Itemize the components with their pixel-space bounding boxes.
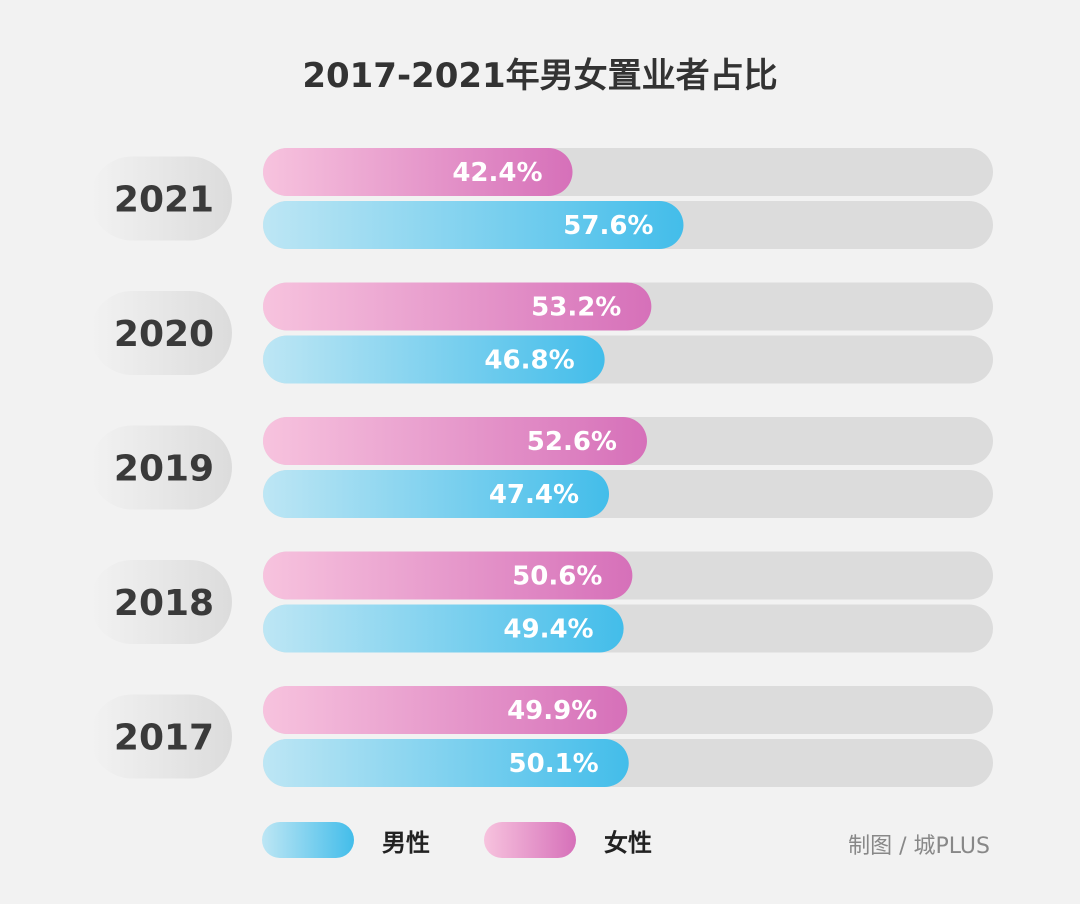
year-pill	[90, 560, 232, 644]
legend-male-label: 男性	[382, 828, 430, 857]
female-bar	[263, 148, 573, 196]
year-label: 2018	[114, 583, 214, 624]
year-label: 2017	[114, 718, 214, 759]
year-label: 2019	[114, 449, 214, 490]
female-bar	[263, 282, 652, 331]
male-value-label: 46.8%	[484, 346, 574, 376]
male-bar	[263, 335, 605, 384]
chart-title: 2017-2021年男女置业者占比	[302, 56, 778, 96]
year-pill	[90, 425, 232, 510]
female-value-label: 50.6%	[512, 562, 602, 592]
female-bar	[263, 417, 647, 465]
female-bar	[263, 686, 628, 734]
male-value-label: 49.4%	[503, 615, 593, 645]
year-group-2020: 2020 53.2% 46.8%	[90, 282, 993, 384]
year-group-2021: 2021 42.4% 57.6%	[90, 148, 993, 249]
year-group-2019: 2019 52.6% 47.4%	[90, 417, 993, 518]
year-pill	[90, 156, 232, 241]
male-bar	[263, 739, 629, 787]
legend-male: 男性	[262, 822, 430, 858]
female-value-label: 49.9%	[507, 696, 597, 726]
legend-male-swatch	[262, 822, 354, 858]
female-value-label: 42.4%	[452, 158, 542, 188]
year-group-2018: 2018 50.6% 49.4%	[90, 551, 993, 653]
year-label: 2020	[114, 314, 214, 355]
year-pill	[90, 291, 232, 375]
male-bar	[263, 201, 684, 249]
male-bar	[263, 604, 624, 653]
male-value-label: 57.6%	[563, 211, 653, 241]
year-pill	[90, 694, 232, 779]
female-value-label: 52.6%	[527, 427, 617, 457]
source-note: 制图 / 城PLUS	[848, 834, 990, 859]
male-value-label: 50.1%	[509, 749, 599, 779]
year-group-2017: 2017 49.9% 50.1%	[90, 686, 993, 787]
legend-female: 女性	[484, 822, 652, 858]
legend-female-swatch	[484, 822, 576, 858]
male-value-label: 47.4%	[489, 480, 579, 510]
legend-female-label: 女性	[604, 828, 652, 857]
year-label: 2021	[114, 180, 214, 221]
female-value-label: 53.2%	[531, 293, 621, 323]
male-bar	[263, 470, 610, 518]
female-bar	[263, 551, 633, 600]
